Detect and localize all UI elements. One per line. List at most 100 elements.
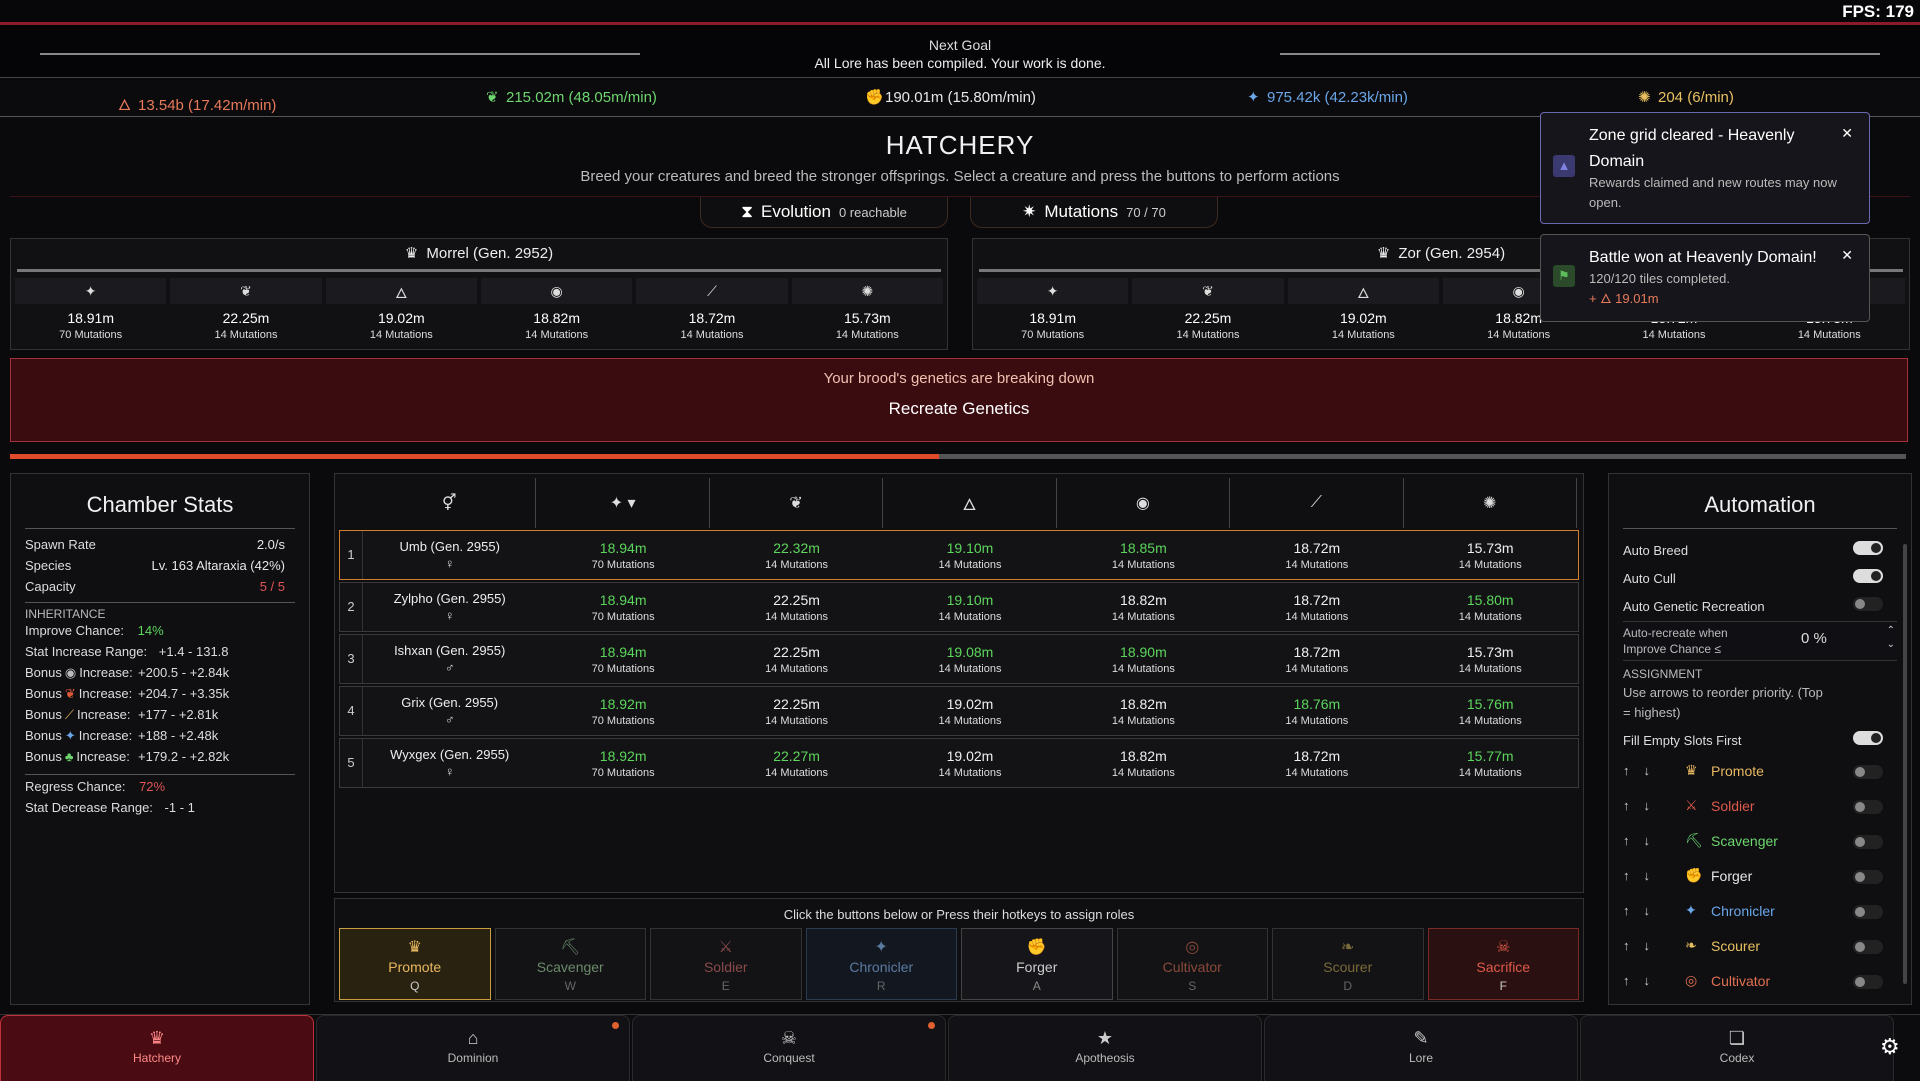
settings-gear-icon[interactable]: ⚙ (1880, 1034, 1900, 1059)
column-header[interactable]: ⚥ (363, 478, 537, 528)
auto-toggle-switch[interactable] (1853, 569, 1883, 583)
table-row[interactable]: 5 Wyxgex (Gen. 2955) ♀ 18.92m 70 Mutations 22… (339, 738, 1579, 788)
slot-toggle[interactable] (1853, 765, 1883, 779)
arrow-down-icon[interactable]: ↓ (1643, 833, 1651, 848)
nav-tab-dominion[interactable]: ⌂ Dominion (316, 1015, 630, 1081)
arrow-up-icon[interactable]: ↑ (1623, 938, 1630, 953)
reorder-arrows[interactable]: ↑ ↓ (1623, 833, 1650, 848)
auto-toggle-switch[interactable] (1853, 597, 1883, 611)
improve-chance-label: Improve Chance: (25, 623, 124, 638)
table-row[interactable]: 4 Grix (Gen. 2955) ♂ 18.92m 70 Mutations 22.2… (339, 686, 1579, 736)
arrow-up-icon[interactable]: ↑ (1623, 833, 1630, 848)
reorder-arrows[interactable]: ↑ ↓ (1623, 938, 1650, 953)
role-label: Forger (1016, 959, 1058, 975)
role-button-promote[interactable]: ♛ Promote Q (339, 928, 491, 1000)
nav-tab-codex[interactable]: ❏ Codex (1580, 1015, 1894, 1081)
arrow-up-icon[interactable]: ↑ (1623, 973, 1630, 988)
auto-toggle-switch[interactable] (1853, 541, 1883, 555)
stat-mutations: 14 Mutations (1111, 767, 1175, 779)
arrow-down-icon[interactable]: ↓ (1643, 903, 1651, 918)
arrow-up-icon[interactable]: ↑ (1623, 763, 1630, 778)
reorder-arrows[interactable]: ↑ ↓ (1623, 868, 1650, 883)
stat-value: 19.02m (946, 748, 994, 764)
creature-name-cell: Wyxgex (Gen. 2955) ♀ (363, 739, 536, 787)
column-header[interactable]: ⟋ (1230, 478, 1404, 528)
arrow-down-icon[interactable]: ↓ (1643, 973, 1651, 988)
next-goal-text: All Lore has been compiled. Your work is… (814, 55, 1106, 71)
arrow-down-icon[interactable]: ↓ (1643, 798, 1651, 813)
role-label: Scourer (1323, 959, 1373, 975)
arrow-down-icon[interactable]: ↓ (1643, 763, 1651, 778)
nav-tab-lore[interactable]: ✎ Lore (1264, 1015, 1578, 1081)
nav-tab-apotheosis[interactable]: ★ Apotheosis (948, 1015, 1262, 1081)
stat-value: 18.82m (1120, 592, 1167, 608)
stat-increase-label: Stat Increase Range: (25, 644, 148, 659)
role-button-scavenger[interactable]: ⛏ Scavenger W (494, 928, 646, 1000)
column-header[interactable]: ✺ (1404, 478, 1577, 528)
role-button-chronicler[interactable]: ✦ Chronicler R (805, 928, 957, 1000)
stat-value: 22.25m (773, 696, 820, 712)
wings-icon: ❦ (64, 686, 76, 701)
arrow-up-icon[interactable]: ↑ (1623, 903, 1630, 918)
nav-tab-conquest[interactable]: ☠ Conquest (632, 1015, 946, 1081)
parent-stat: ◉ 18.82m 14 Mutations (480, 278, 633, 341)
slot-label: Cultivator (1711, 973, 1771, 989)
slot-toggle[interactable] (1853, 835, 1883, 849)
role-hotkey: S (1188, 979, 1197, 993)
role-button-forger[interactable]: ✊ Forger A (961, 928, 1113, 1000)
role-hint: Click the buttons below or Press their h… (783, 907, 1135, 922)
close-icon[interactable]: ✕ (1841, 247, 1853, 263)
scrollbar[interactable] (1903, 544, 1907, 984)
notification-toast[interactable]: ⚑ Battle won at Heavenly Domain! 120/120 t… (1540, 234, 1870, 322)
toast-reward: + 🜂 19.01m (1589, 291, 1659, 306)
role-button-sacrifice[interactable]: ☠ Sacrifice F (1427, 928, 1579, 1000)
slot-toggle[interactable] (1853, 870, 1883, 884)
slot-toggle[interactable] (1853, 940, 1883, 954)
slot-toggle[interactable] (1853, 800, 1883, 814)
mutations-tab[interactable]: ✷ Mutations 70 / 70 (970, 197, 1218, 228)
reorder-arrows[interactable]: ↑ ↓ (1623, 798, 1650, 813)
resource-value: 13.54b (17.42m/min) (138, 97, 277, 114)
column-header[interactable]: ❦ (710, 478, 884, 528)
role-button-cultivator[interactable]: ◎ Cultivator S (1116, 928, 1268, 1000)
stat-increase-value: +1.4 - 131.8 (158, 644, 229, 659)
resource-item: ❦ 215.02m (48.05m/min) (486, 88, 657, 106)
fill-empty-toggle[interactable] (1853, 731, 1883, 745)
parent-card-left[interactable]: ♛ Morrel (Gen. 2952) ✦ 18.91m 70 Mutations ❦ 2… (10, 238, 948, 350)
skull-icon: ☠ (780, 1028, 798, 1048)
reorder-arrows[interactable]: ↑ ↓ (1623, 763, 1650, 778)
notification-toast[interactable]: ▲ Zone grid cleared - Heavenly Domain Rewa… (1540, 112, 1870, 224)
column-header[interactable]: 🜂 (883, 478, 1057, 528)
table-row[interactable]: 3 Ishxan (Gen. 2955) ♂ 18.94m 70 Mutations 22… (339, 634, 1579, 684)
close-icon[interactable]: ✕ (1841, 125, 1853, 141)
stat-value: 19.02m (377, 310, 425, 326)
recreate-genetics-button[interactable]: Recreate Genetics (888, 399, 1030, 418)
slot-toggle[interactable] (1853, 905, 1883, 919)
fist-icon: ✊ (1685, 867, 1703, 883)
nav-tab-label: Lore (1408, 1051, 1434, 1065)
column-header[interactable]: ◉ (1057, 478, 1231, 528)
arrow-up-icon[interactable]: ↑ (1623, 868, 1630, 883)
bonus-row: Bonus ♣ Increase: +179.2 - +2.82k (25, 749, 295, 770)
stepper-arrows-icon[interactable]: ⌃ ⌄ (1886, 625, 1895, 650)
role-button-scourer[interactable]: ❧ Scourer D (1272, 928, 1424, 1000)
crown-icon: ♛ (407, 939, 422, 956)
stat-value: 18.94m (599, 540, 647, 556)
evolution-tab[interactable]: ⧗ Evolution 0 reachable (700, 197, 948, 228)
auto-recreate-input[interactable]: 0 % (1801, 630, 1827, 647)
reorder-arrows[interactable]: ↑ ↓ (1623, 973, 1650, 988)
column-header[interactable]: ✦ ▾ (536, 478, 710, 528)
arrow-down-icon[interactable]: ↓ (1643, 938, 1651, 953)
role-button-soldier[interactable]: ⚔ Soldier E (650, 928, 802, 1000)
arrow-down-icon[interactable]: ↓ (1643, 868, 1651, 883)
stat-mutations: 14 Mutations (1458, 559, 1522, 571)
stat-value: 18.94m (599, 592, 647, 608)
nav-tab-hatchery[interactable]: ♛ Hatchery (0, 1015, 314, 1081)
stat-value: 15.77m (1466, 748, 1514, 764)
stat-value: 18.82m (1120, 748, 1167, 764)
table-row[interactable]: 1 Umb (Gen. 2955) ♀ 18.94m 70 Mutations 22.32… (339, 530, 1579, 580)
table-row[interactable]: 2 Zylpho (Gen. 2955) ♀ 18.94m 70 Mutations 22… (339, 582, 1579, 632)
reorder-arrows[interactable]: ↑ ↓ (1623, 903, 1650, 918)
arrow-up-icon[interactable]: ↑ (1623, 798, 1630, 813)
slot-toggle[interactable] (1853, 975, 1883, 989)
